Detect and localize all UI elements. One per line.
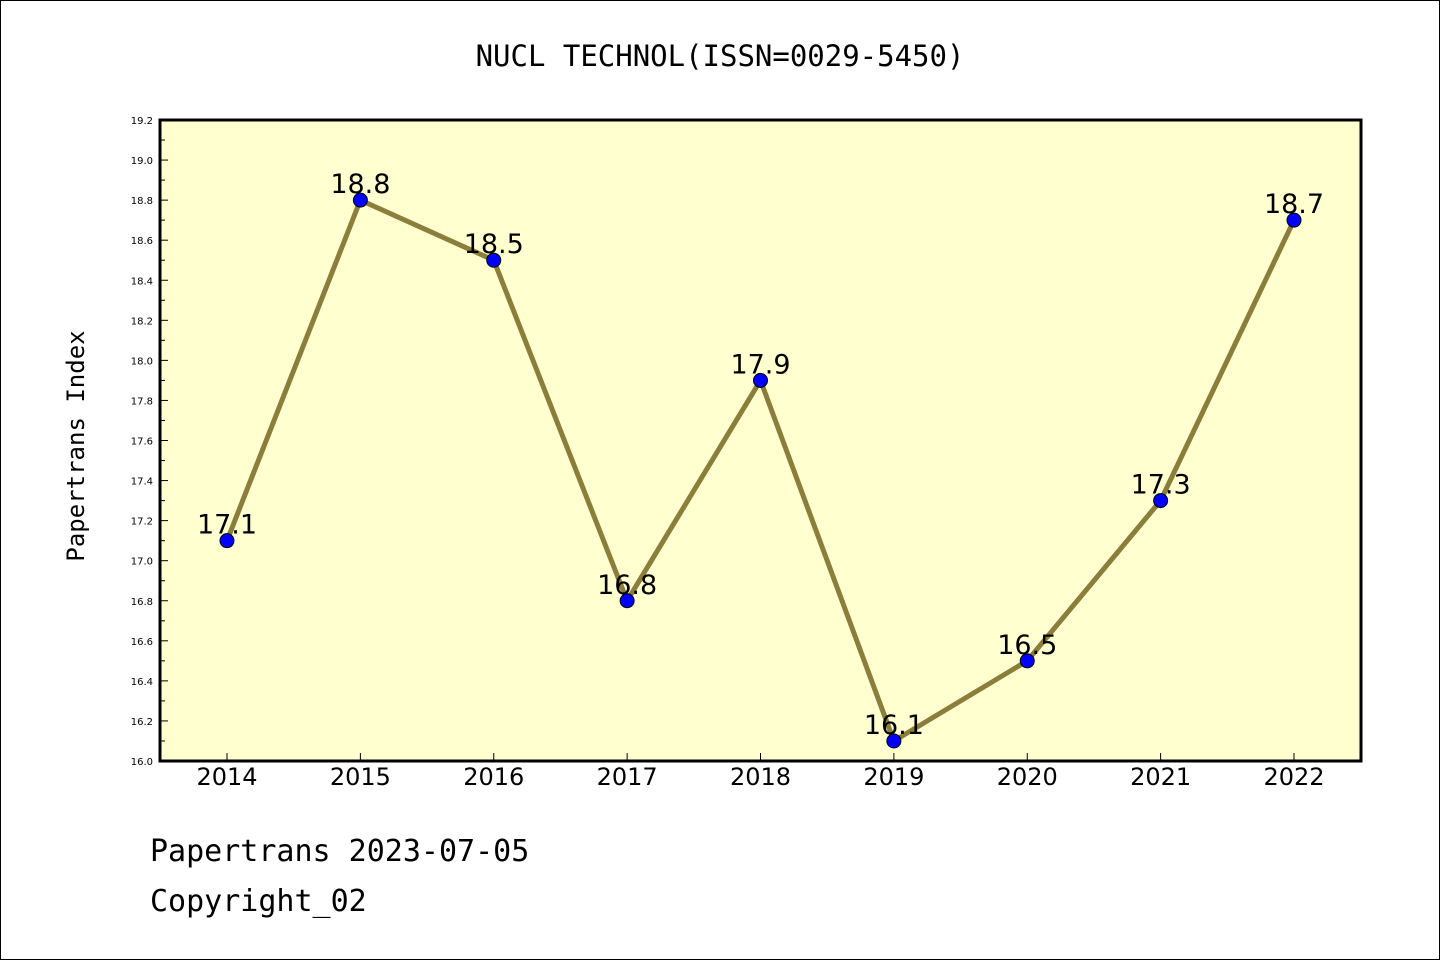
data-point	[619, 593, 635, 609]
y-tick-label: 18.4	[131, 276, 153, 287]
data-label: 16.1	[864, 710, 924, 741]
x-tick-label: 2017	[597, 763, 658, 791]
y-tick-label: 17.2	[131, 517, 153, 528]
x-tick-label: 2016	[463, 763, 524, 791]
plot-area	[158, 118, 1363, 763]
x-tick-label: 2019	[863, 763, 924, 791]
data-label: 16.8	[597, 570, 657, 601]
x-tick-label: 2022	[1263, 763, 1324, 791]
series-line	[219, 192, 1302, 749]
y-tick-label: 17.4	[131, 477, 153, 488]
x-tick-label: 2021	[1130, 763, 1191, 791]
y-tick-label: 17.6	[131, 437, 153, 448]
y-tick-label: 16.4	[131, 677, 153, 688]
footer-date-text: Papertrans 2023-07-05	[150, 834, 530, 869]
chart-title: NUCL TECHNOL(ISSN=0029-5450)	[476, 39, 965, 73]
x-tick-label: 2020	[997, 763, 1058, 791]
y-axis: 16.0 16.2 16.4 16.6 16.8 17.0 17.2 17.4 17.6 17.8…	[131, 116, 168, 768]
data-point	[1019, 653, 1035, 669]
y-tick-label: 16.2	[131, 717, 153, 728]
y-tick-label: 19.0	[131, 156, 153, 167]
y-tick-label: 17.8	[131, 396, 153, 407]
data-point	[886, 733, 902, 749]
x-tick-label: 2014	[196, 763, 257, 791]
data-label: 18.8	[330, 169, 390, 200]
data-label: 18.7	[1264, 189, 1324, 220]
data-point	[1286, 212, 1302, 228]
y-tick-label: 16.6	[131, 637, 153, 648]
y-tick-label: 18.0	[131, 356, 153, 367]
data-labels: 17.1 18.8 18.5 16.8 17.9 16.1 16.5 17.3 18.7	[197, 169, 1324, 741]
y-tick-label: 16.8	[131, 597, 153, 608]
y-tick-label: 19.2	[131, 116, 153, 127]
data-label: 17.1	[197, 510, 257, 541]
y-tick-label: 17.0	[131, 557, 153, 568]
data-point	[486, 252, 502, 268]
data-label: 16.5	[997, 630, 1057, 661]
data-label: 17.9	[730, 349, 790, 380]
x-tick-label: 2018	[730, 763, 791, 791]
y-axis-label: Papertrans Index	[62, 330, 90, 561]
x-axis: 2014 2015 2016 2017 2018 2019 2020 2021 2022	[196, 753, 1325, 791]
data-label: 18.5	[464, 229, 524, 260]
y-tick-label: 16.0	[131, 757, 153, 768]
x-tick-label: 2015	[330, 763, 391, 791]
y-tick-label: 18.8	[131, 196, 153, 207]
y-tick-label: 18.2	[131, 316, 153, 327]
y-tick-label: 18.6	[131, 236, 153, 247]
data-point	[352, 192, 368, 208]
footer-copyright-text: Copyright_02	[150, 884, 367, 919]
data-label: 17.3	[1131, 470, 1191, 501]
data-point	[219, 533, 235, 549]
data-point	[1153, 493, 1169, 509]
data-point	[753, 372, 768, 388]
